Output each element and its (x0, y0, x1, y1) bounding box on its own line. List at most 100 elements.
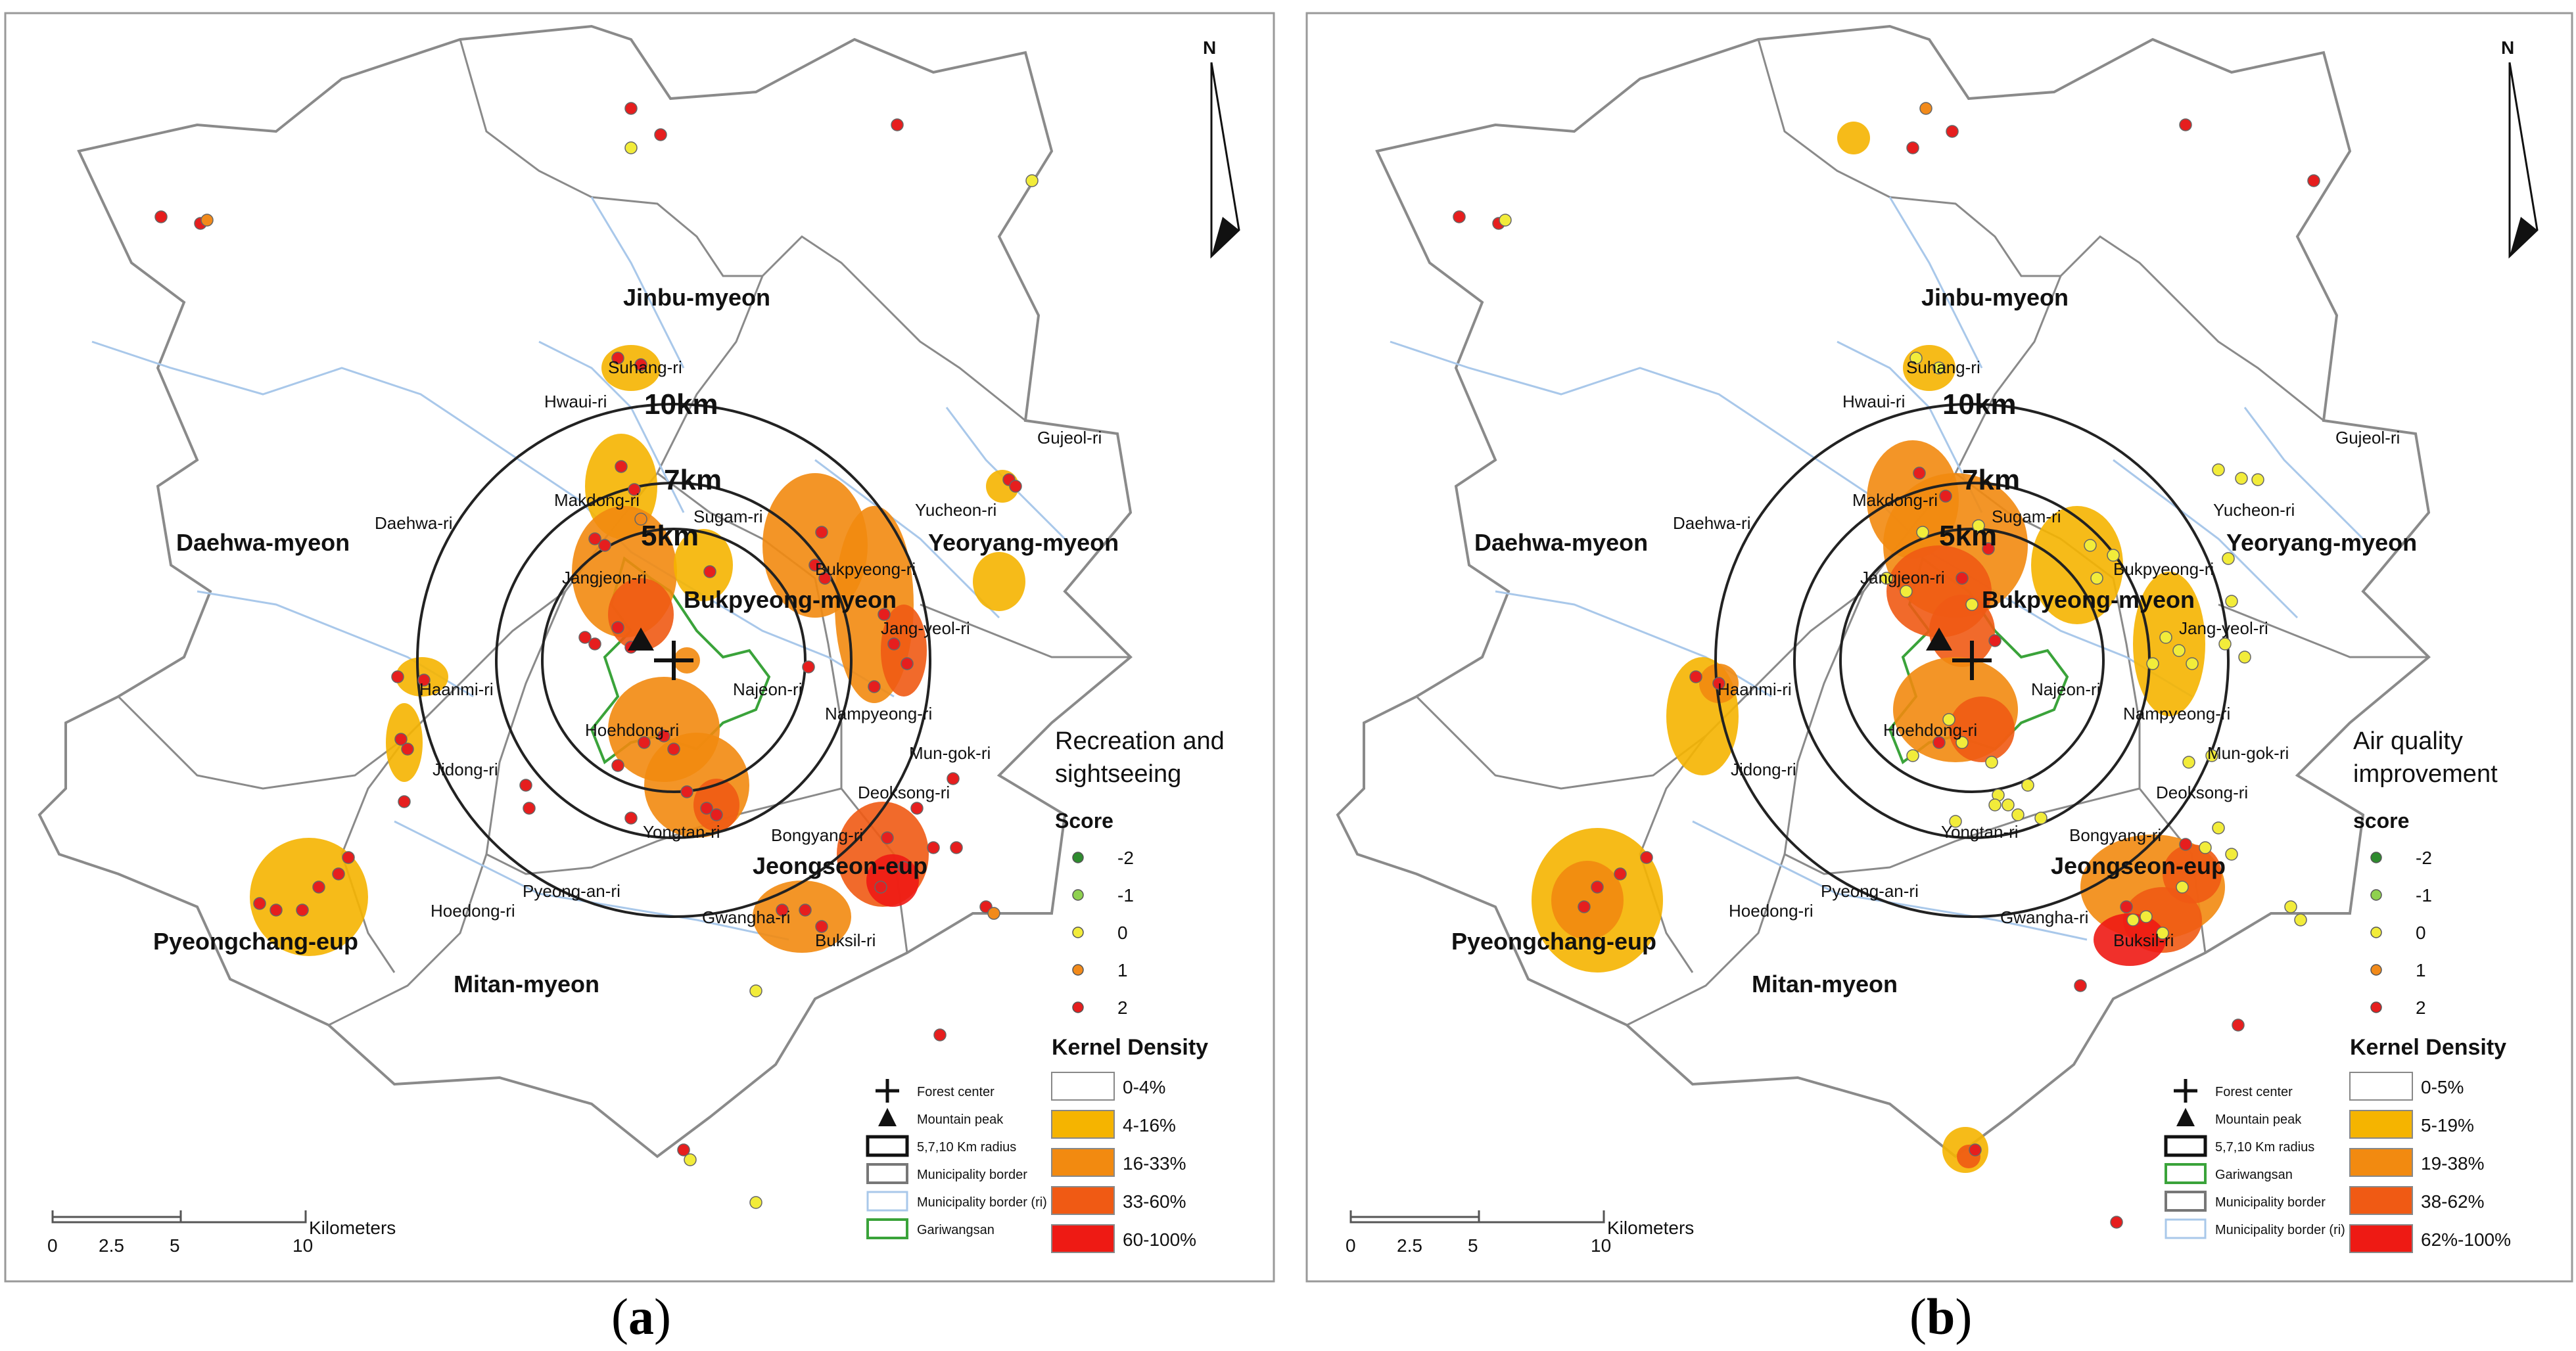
village-haanmi: Haanmi-ri (1718, 679, 1792, 699)
kd-legend-swatch (1051, 1110, 1115, 1139)
score-point (398, 795, 411, 808)
legend-title-line2-a: sightseeing (1055, 760, 1181, 788)
kd-legend-swatch (2349, 1148, 2413, 1177)
symbol-legend-swatch (866, 1191, 908, 1212)
score-point (624, 102, 638, 115)
score-point (332, 867, 345, 881)
score-legend-swatch (2370, 889, 2382, 901)
radius-label-10km: 10km (644, 388, 718, 421)
region-bukpyeong: Bukpyeong-myeon (1982, 586, 2195, 613)
score-point (802, 660, 815, 674)
region-pyeongchang: Pyeongchang-eup (1451, 928, 1656, 955)
svg-text:N: N (1203, 37, 1216, 58)
score-point (1900, 585, 1913, 598)
village-yucheon: Yucheon-ri (2213, 500, 2295, 520)
svg-text:5: 5 (170, 1235, 180, 1256)
svg-text:0: 0 (47, 1235, 58, 1256)
region-jeongseon: Jeongseon-eup (753, 852, 927, 879)
score-point (927, 841, 940, 854)
svg-text:Kilometers: Kilometers (1607, 1218, 1694, 1238)
score-legend-swatch (2370, 964, 2382, 976)
score-point (578, 631, 592, 644)
kd-legend-label: 0-4% (1123, 1077, 1165, 1097)
score-point (901, 657, 914, 670)
region-yeoryang: Yeoryang-myeon (2226, 529, 2417, 556)
score-point (799, 904, 812, 917)
forest-center-marker (654, 641, 693, 680)
mountain-peak-marker (1926, 628, 1952, 651)
score-point (684, 1153, 697, 1166)
score-legend-label: 1 (1117, 960, 1128, 980)
score-point (1988, 798, 2002, 812)
symbol-legend-label: Forest center (917, 1085, 995, 1099)
kd-legend-swatch (1051, 1148, 1115, 1177)
mountain-peak-marker (628, 628, 654, 651)
score-point (2182, 756, 2195, 769)
village-pyeongan: Pyeong-an-ri (523, 881, 621, 901)
score-point (749, 984, 762, 997)
score-point (808, 559, 822, 572)
score-legend-label: 2 (2416, 997, 2426, 1018)
village-sugam: Sugam-ri (693, 507, 762, 526)
score-point (1982, 542, 1995, 555)
score-point (1614, 867, 1627, 881)
village-mungok: Mun-gok-ri (2207, 743, 2289, 763)
village-bukpyeongri: Bukpyeong-ri (2113, 559, 2214, 579)
score-point (680, 785, 693, 798)
score-point (200, 214, 214, 227)
score-point (634, 358, 647, 371)
score-point (749, 1196, 762, 1209)
village-jangjeon: Jangjeon-ri (562, 568, 647, 587)
score-point (657, 729, 670, 743)
score-point (2294, 913, 2307, 927)
symbol-legend-label: Municipality border (ri) (917, 1195, 1047, 1210)
symbol-legend-swatch (2165, 1163, 2207, 1184)
village-nampyeong: Nampyeong-ri (2123, 704, 2230, 723)
score-point (2307, 174, 2320, 187)
village-najeon: Najeon-ri (2031, 679, 2101, 699)
score-point (2107, 549, 2120, 562)
score-point (2222, 552, 2235, 565)
score-point (2238, 651, 2251, 664)
score-point (2110, 1216, 2123, 1229)
radius-7km-circle (495, 482, 853, 839)
village-jidong: Jidong-ri (1731, 760, 1796, 779)
panel-a-frame (4, 12, 1275, 1283)
kd-legend-label: 4-16% (1123, 1115, 1176, 1135)
score-point (1453, 210, 1466, 223)
score-point (154, 210, 168, 223)
score-point (1591, 881, 1604, 894)
svg-text:2.5: 2.5 (99, 1235, 124, 1256)
village-daehwari: Daehwa-ri (375, 513, 453, 533)
kernel-density-cell (881, 605, 927, 697)
score-point (2218, 637, 2232, 651)
kd-legend-label: 16-33% (1123, 1153, 1186, 1174)
score-point (933, 1028, 947, 1042)
score-point (1939, 490, 1952, 503)
village-mungok: Mun-gok-ri (909, 743, 991, 763)
kd-legend-swatch (1051, 1224, 1115, 1253)
kd-legend-label: 60-100% (1123, 1229, 1196, 1250)
symbol-legend-label: Gariwangsan (2215, 1168, 2293, 1182)
village-hoedong: Hoedong-ri (1729, 901, 1814, 921)
score-point (2140, 910, 2153, 923)
village-buksil: Buksil-ri (2113, 930, 2174, 950)
score-legend-swatch (1072, 927, 1084, 938)
scale-bar-b: 0 2.5 5 10 Kilometers (1346, 1210, 1694, 1256)
village-haanmi: Haanmi-ri (419, 679, 494, 699)
village-makdong: Makdong-ri (1852, 490, 1938, 510)
legend-title-line1-b: Air quality (2353, 727, 2463, 755)
village-hoedong: Hoedong-ri (431, 901, 515, 921)
score-point (1689, 670, 1702, 683)
forest-center-icon (876, 1079, 899, 1103)
score-legend-label: 0 (1117, 923, 1128, 943)
village-jangjeon: Jangjeon-ri (1860, 568, 1945, 587)
village-pyeongan: Pyeong-an-ri (1821, 881, 1919, 901)
score-point (2179, 118, 2192, 131)
village-suhang: Suhang-ri (1906, 357, 1980, 377)
kernel-density-cell (2133, 572, 2205, 716)
kd-legend-label: 5-19% (2421, 1115, 2474, 1135)
kernel-density-cell (1837, 122, 1870, 154)
symbol-legend-label: Municipality border (ri) (2215, 1223, 2345, 1237)
